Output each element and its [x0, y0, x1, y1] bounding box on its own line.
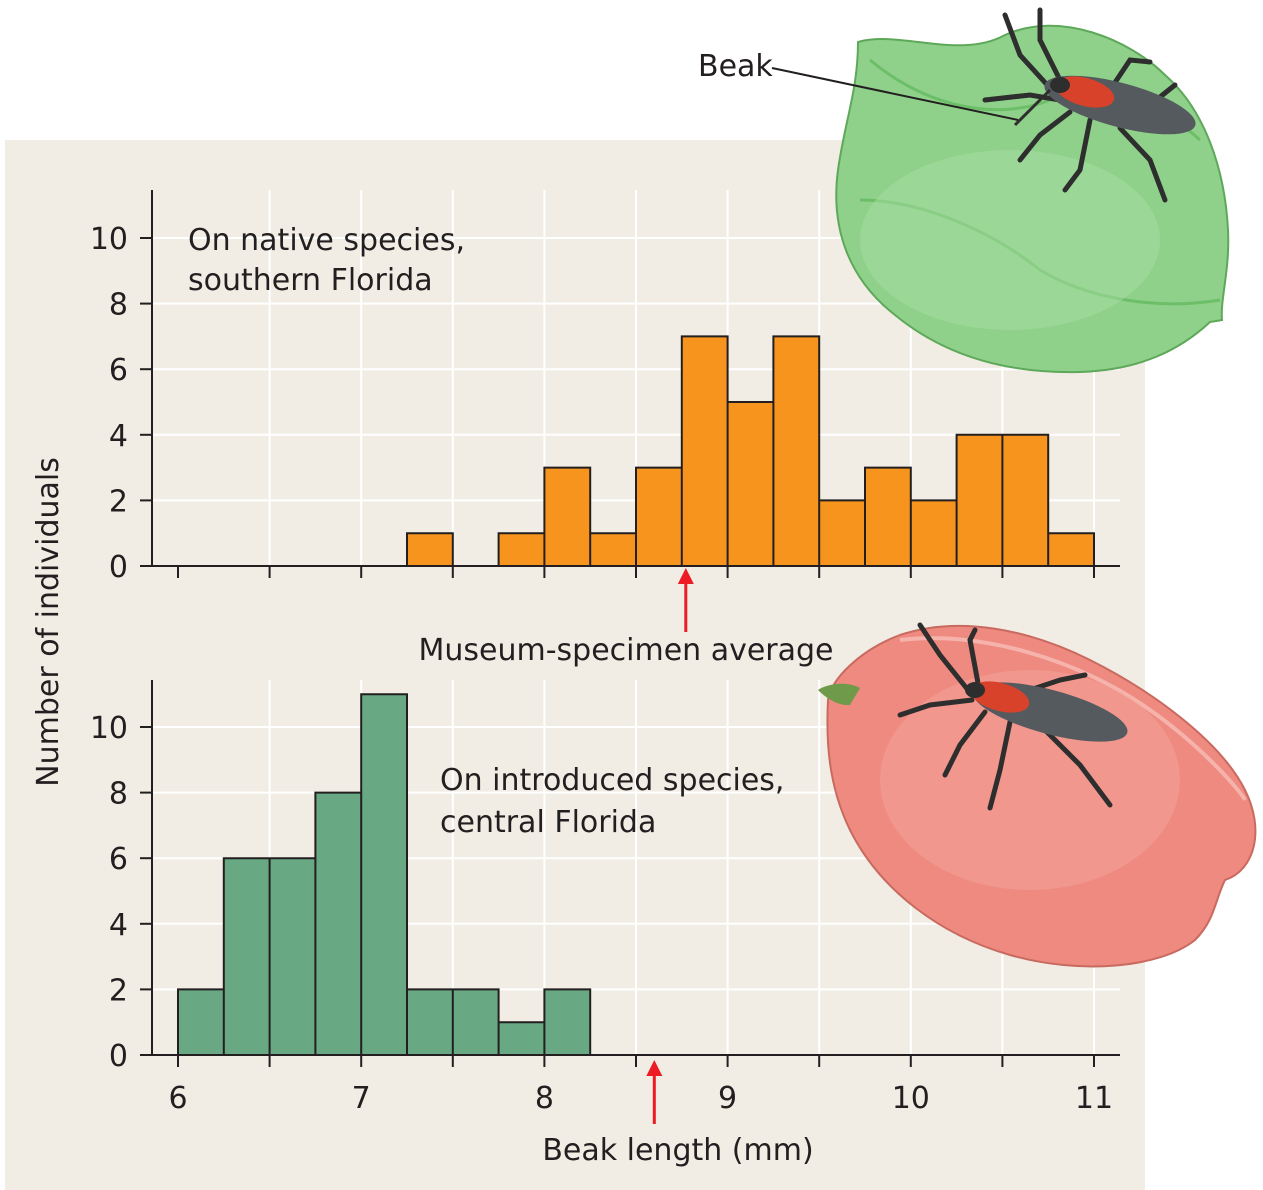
bottom-y-tick-label: 0	[109, 1039, 128, 1074]
top-y-tick-label: 4	[109, 419, 128, 454]
top-y-tick-label: 10	[90, 222, 128, 257]
bottom-bar	[178, 989, 224, 1055]
top-bar	[819, 500, 865, 566]
bottom-bar	[544, 989, 590, 1055]
top-annotation-line-1: On native species,	[188, 223, 465, 258]
bottom-bar	[270, 858, 316, 1055]
top-y-tick-label: 0	[109, 550, 128, 585]
museum-average-label: Museum-specimen average	[418, 633, 833, 668]
top-bar	[636, 468, 682, 566]
x-tick-label: 11	[1075, 1081, 1113, 1116]
top-bar	[957, 435, 1003, 566]
bottom-y-tick-label: 8	[109, 777, 128, 812]
top-y-tick-label: 8	[109, 288, 128, 323]
x-tick-label: 6	[168, 1081, 187, 1116]
bottom-bar	[453, 989, 499, 1055]
top-bar	[773, 336, 819, 566]
x-tick-label: 9	[718, 1081, 737, 1116]
top-bar	[407, 533, 453, 566]
y-axis-label: Number of individuals	[31, 457, 66, 787]
x-tick-label: 8	[535, 1081, 554, 1116]
top-bar	[728, 402, 774, 566]
top-annotation-line-2: southern Florida	[188, 263, 433, 298]
top-bar	[1002, 435, 1048, 566]
top-bar	[911, 500, 957, 566]
top-y-tick-label: 2	[109, 484, 128, 519]
top-bar	[1048, 533, 1094, 566]
bottom-y-tick-label: 6	[109, 842, 128, 877]
x-tick-label: 10	[892, 1081, 930, 1116]
bottom-bar	[224, 858, 270, 1055]
bottom-annotation-line-2: central Florida	[440, 805, 656, 840]
bottom-bar	[407, 989, 453, 1055]
top-bar	[865, 468, 911, 566]
bottom-bar	[315, 793, 361, 1055]
top-bar	[682, 336, 728, 566]
bottom-y-tick-label: 2	[109, 973, 128, 1008]
bottom-annotation-line-1: On introduced species,	[440, 763, 784, 798]
x-axis-label: Beak length (mm)	[542, 1133, 813, 1168]
beak-callout-label: Beak	[698, 49, 773, 84]
bottom-y-tick-label: 10	[90, 711, 128, 746]
top-bar	[499, 533, 545, 566]
top-bar	[544, 468, 590, 566]
bottom-bar	[499, 1022, 545, 1055]
bottom-bar	[361, 694, 407, 1055]
bottom-y-tick-label: 4	[109, 908, 128, 943]
top-y-tick-label: 6	[109, 353, 128, 388]
top-bar	[590, 533, 636, 566]
x-tick-label: 7	[352, 1081, 371, 1116]
